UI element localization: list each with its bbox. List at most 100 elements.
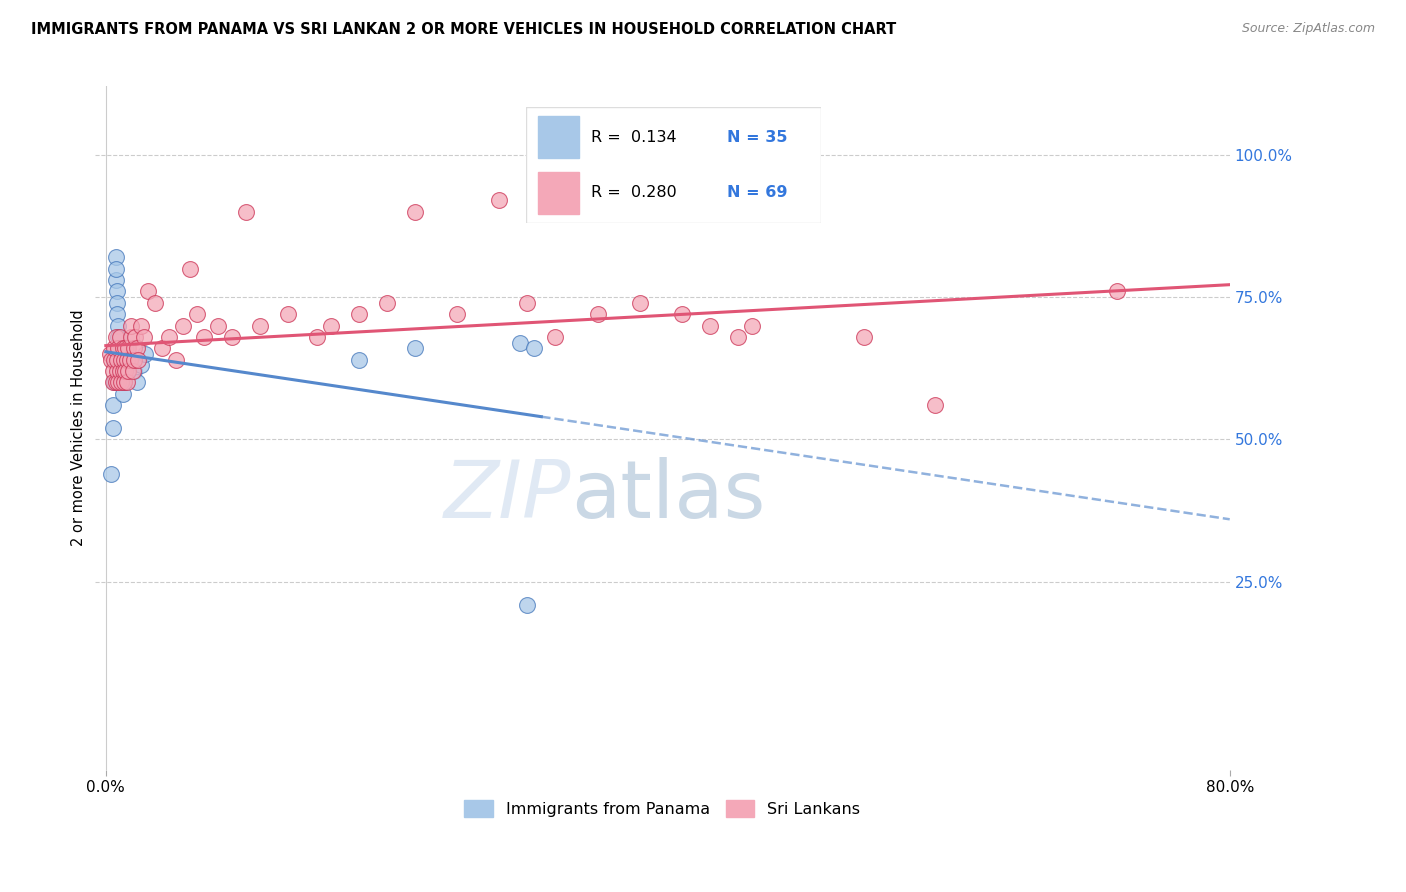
Point [108,364,131,378]
Text: atlas: atlas [571,458,766,535]
Y-axis label: 2 or more Vehicles in Household: 2 or more Vehicles in Household [72,310,86,546]
Point [105,295,128,310]
Point [586,307,609,321]
Point [114,352,136,367]
Point [136,285,159,299]
Point [111,376,134,390]
Point [101,364,124,378]
Point [108,359,131,373]
Point [671,307,693,321]
Point [112,364,135,378]
Point [277,307,299,321]
Point [107,330,129,344]
Point [404,341,426,355]
Point [127,352,149,367]
Point [111,341,134,355]
Point [103,376,125,390]
Point [375,295,398,310]
Point [105,352,128,367]
Point [104,261,127,276]
Point [125,341,148,355]
Point [107,376,129,390]
Point [207,318,229,333]
Point [179,261,201,276]
Point [319,318,342,333]
Point [115,376,138,390]
Point [100,467,122,481]
Point [120,330,142,344]
Point [446,307,468,321]
Point [132,330,155,344]
Point [121,364,143,378]
Point [741,318,763,333]
Point [924,398,946,412]
Point [124,330,146,344]
Point [134,347,156,361]
Text: IMMIGRANTS FROM PANAMA VS SRI LANKAN 2 OR MORE VEHICLES IN HOUSEHOLD CORRELATION: IMMIGRANTS FROM PANAMA VS SRI LANKAN 2 O… [31,22,896,37]
Point [853,330,876,344]
Point [122,341,145,355]
Point [104,330,127,344]
Point [104,250,127,264]
Point [727,330,749,344]
Point [108,341,131,355]
Point [118,352,141,367]
Point [221,330,243,344]
Point [488,193,510,207]
Point [115,352,138,367]
Point [112,376,135,390]
Text: Source: ZipAtlas.com: Source: ZipAtlas.com [1241,22,1375,36]
Point [110,352,132,367]
Point [107,318,129,333]
Point [172,318,194,333]
Point [111,364,134,378]
Point [110,364,132,378]
Point [98,347,121,361]
Point [101,398,124,412]
Point [120,318,142,333]
Point [125,376,148,390]
Point [103,352,125,367]
Point [110,347,132,361]
Point [1107,285,1129,299]
Point [112,376,135,390]
Point [150,341,173,355]
Point [235,204,257,219]
Point [107,341,129,355]
Point [249,318,271,333]
Point [305,330,328,344]
Point [101,376,124,390]
Point [129,318,152,333]
Point [105,307,128,321]
Point [122,364,145,378]
Point [114,364,136,378]
Point [523,341,546,355]
Point [104,376,127,390]
Point [516,295,538,310]
Point [509,335,531,350]
Point [108,352,131,367]
Point [100,352,122,367]
Point [122,352,145,367]
Point [110,376,132,390]
Point [129,359,152,373]
Point [112,352,135,367]
Point [101,421,124,435]
Point [186,307,208,321]
Point [114,341,136,355]
Point [699,318,721,333]
Point [120,359,142,373]
Point [115,341,138,355]
Point [193,330,215,344]
Point [108,330,131,344]
Point [347,307,370,321]
Point [111,387,134,401]
Point [117,364,139,378]
Point [516,598,538,612]
Point [347,352,370,367]
Text: ZIP: ZIP [444,458,571,535]
Point [628,295,651,310]
Point [117,347,139,361]
Point [103,352,125,367]
Point [157,330,180,344]
